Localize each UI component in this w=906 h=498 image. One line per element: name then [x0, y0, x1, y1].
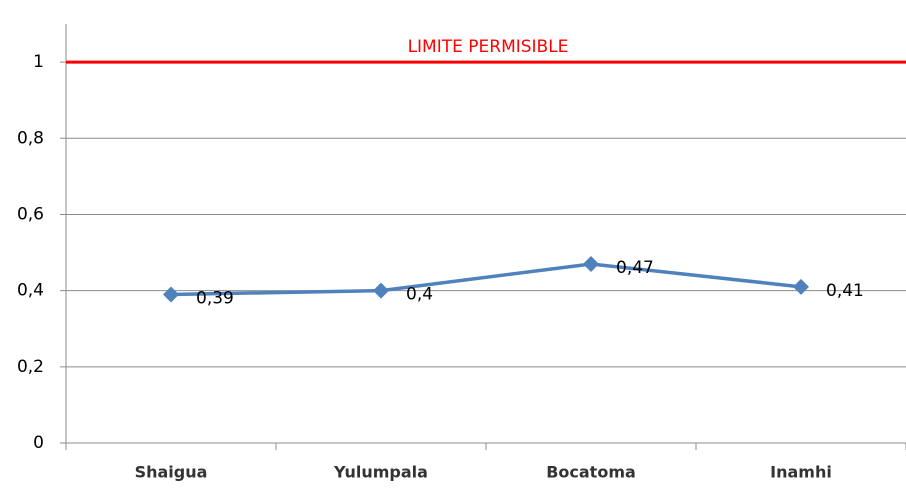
x-tick-label: Shaigua: [135, 463, 208, 482]
x-tick-label: Bocatoma: [546, 463, 636, 482]
data-label: 0,39: [196, 288, 234, 308]
data-label: 0,47: [616, 258, 654, 278]
marker: [793, 278, 809, 295]
y-tick-label: 0,4: [17, 281, 44, 301]
marker: [373, 282, 389, 299]
y-tick-label: 0,8: [17, 128, 44, 148]
data-label: 0,41: [826, 281, 864, 301]
y-tick-label: 0,2: [17, 357, 44, 377]
limit-label: LIMITE PERMISIBLE: [408, 37, 569, 57]
marker: [163, 286, 179, 303]
data-label: 0,4: [406, 285, 433, 305]
marker: [583, 255, 599, 272]
x-tick-label: Inamhi: [770, 463, 832, 482]
series-line: [170, 262, 802, 297]
x-tick-label: Yulumpala: [333, 463, 428, 482]
y-tick-label: 0,6: [17, 204, 44, 224]
y-tick-label: 1: [33, 52, 44, 72]
y-tick-label: 0: [33, 433, 44, 453]
